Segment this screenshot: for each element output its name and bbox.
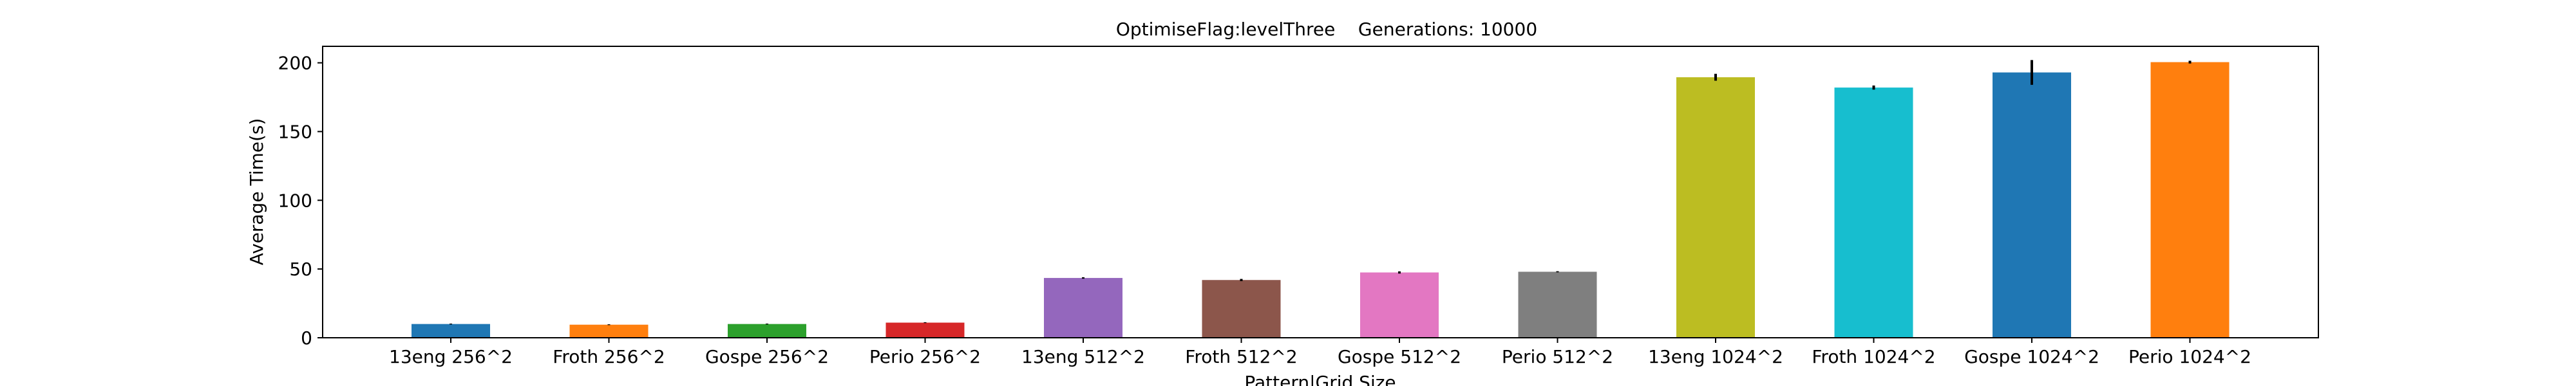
- bar-9: [1834, 87, 1913, 338]
- x-tick-label-4: 13eng 512^2: [1021, 346, 1145, 367]
- x-axis: 13eng 256^2 Froth 256^2 Gospe 256^2 Perio 2…: [389, 338, 2251, 367]
- x-tick-label-10: Gospe 1024^2: [1964, 346, 2099, 367]
- x-tick-label-7: Perio 512^2: [1502, 346, 1613, 367]
- plot-frame: [322, 46, 2319, 338]
- y-tick-label-2: 100: [278, 190, 312, 211]
- bar-4: [1044, 278, 1122, 338]
- x-tick-label-11: Perio 1024^2: [2128, 346, 2251, 367]
- bar-1: [569, 324, 649, 338]
- bars-group: [412, 62, 2230, 338]
- bar-0: [412, 324, 490, 338]
- x-tick-label-3: Perio 256^2: [869, 346, 981, 367]
- bar-2: [728, 324, 806, 338]
- x-axis-label: Pattern|Grid Size: [1244, 372, 1396, 386]
- error-bars-group: [450, 60, 2192, 326]
- x-tick-label-6: Gospe 512^2: [1338, 346, 1461, 367]
- y-tick-label-4: 200: [278, 53, 312, 74]
- x-tick-label-9: Froth 1024^2: [1812, 346, 1935, 367]
- bar-7: [1518, 271, 1597, 338]
- y-tick-label-0: 0: [301, 327, 312, 349]
- y-axis-label: Average Time(s): [246, 118, 267, 266]
- x-tick-label-0: 13eng 256^2: [389, 346, 513, 367]
- x-tick-label-1: Froth 256^2: [553, 346, 665, 367]
- bar-11: [2150, 62, 2230, 338]
- y-tick-label-1: 50: [289, 259, 312, 280]
- chart-title: OptimiseFlag:levelThree Generations: 100…: [1116, 19, 1537, 40]
- bar-3: [886, 322, 965, 338]
- x-tick-label-5: Froth 512^2: [1185, 346, 1297, 367]
- y-axis: 0 50 100 150 200: [278, 53, 323, 349]
- bar-8: [1676, 77, 1755, 338]
- bar-6: [1360, 272, 1439, 338]
- y-tick-label-3: 150: [278, 121, 312, 142]
- bar-5: [1202, 280, 1281, 338]
- x-tick-label-2: Gospe 256^2: [705, 346, 829, 367]
- x-tick-label-8: 13eng 1024^2: [1648, 346, 1783, 367]
- bar-10: [1993, 72, 2071, 338]
